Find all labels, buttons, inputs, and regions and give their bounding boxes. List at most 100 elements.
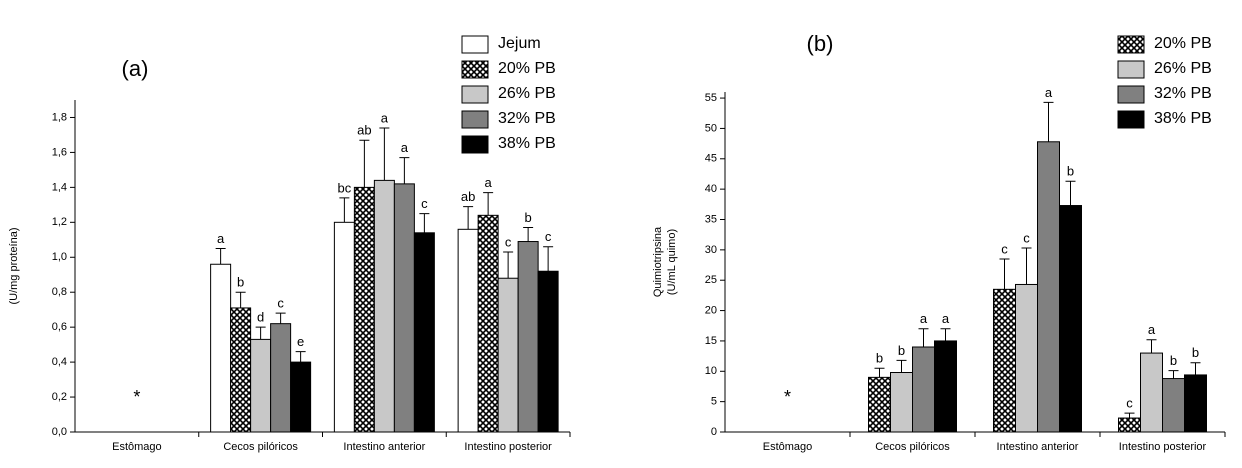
bar [457, 228, 479, 433]
significance-letter: c [505, 234, 512, 249]
error-bar [1124, 412, 1135, 419]
error-bar [1065, 180, 1076, 206]
y-tick-label: 20 [705, 304, 717, 316]
x-tick-label: Intestino posterior [464, 441, 552, 453]
y-tick-label: 1,0 [52, 251, 67, 263]
error-bar [255, 326, 266, 340]
error-bar [379, 127, 390, 181]
bar [477, 214, 499, 433]
chart-title: (b) [807, 31, 834, 56]
x-tick-label: Cecos pilóricos [875, 441, 950, 453]
bar [353, 186, 375, 433]
error-bar [543, 246, 554, 272]
y-axis-label: Quimiotripsina [652, 226, 664, 297]
error-bar [896, 359, 907, 373]
significance-letter: e [297, 334, 304, 349]
legend-swatch [461, 135, 489, 154]
annotation: * [784, 387, 791, 407]
bar [868, 376, 891, 433]
significance-letter: b [898, 343, 905, 358]
bar [1059, 205, 1082, 433]
y-tick-label: 0,6 [52, 321, 67, 333]
legend-label: 26% PB [1154, 60, 1212, 77]
y-tick-label: 10 [705, 365, 717, 377]
y-tick-label: 0,4 [52, 356, 67, 368]
y-tick-label: 1,6 [52, 146, 67, 158]
significance-letter: a [942, 311, 950, 326]
x-tick-label: Intestino posterior [1119, 441, 1207, 453]
error-bar [918, 328, 929, 347]
y-tick-label: 45 [705, 153, 717, 165]
x-tick-label: Intestino anterior [997, 441, 1079, 453]
bar [934, 340, 957, 433]
x-tick-label: Cecos pilóricos [223, 441, 298, 453]
significance-letter: c [1023, 230, 1030, 245]
significance-letter: a [381, 110, 389, 125]
bar [537, 270, 559, 433]
y-tick-label: 5 [711, 396, 717, 408]
error-bar [1021, 247, 1032, 285]
significance-letter: b [1192, 345, 1199, 360]
significance-letter: a [1045, 85, 1053, 100]
y-tick-label: 0 [711, 426, 717, 438]
significance-letter: bc [338, 180, 352, 195]
error-bar [339, 197, 350, 223]
bar [230, 307, 252, 433]
bar [413, 232, 435, 433]
error-bar [215, 248, 226, 265]
significance-letter: ab [461, 189, 475, 204]
error-bar [503, 251, 514, 279]
error-bar [523, 227, 534, 242]
chart-title: (a) [122, 56, 149, 81]
y-tick-label: 1,4 [52, 181, 67, 193]
legend-label: Jejum [498, 35, 541, 52]
error-bar [483, 192, 494, 216]
bar [1162, 378, 1185, 433]
error-bar [1146, 339, 1157, 354]
error-bar [235, 291, 246, 308]
error-bar [419, 213, 430, 233]
significance-letter: ab [357, 123, 371, 138]
error-bar [940, 328, 951, 341]
legend-swatch [461, 60, 489, 79]
legend-label: 20% PB [1154, 35, 1212, 52]
y-tick-label: 55 [705, 92, 717, 104]
y-tick-label: 0,2 [52, 391, 67, 403]
legend-label: 20% PB [498, 60, 556, 77]
significance-letter: a [401, 140, 409, 155]
bar [373, 179, 395, 433]
y-tick-label: 0,0 [52, 426, 67, 438]
legend-swatch [461, 35, 489, 54]
error-bar [275, 312, 286, 324]
legend-swatch [1117, 85, 1145, 104]
legend-label: 38% PB [498, 135, 556, 152]
legend-swatch [461, 110, 489, 129]
bar [393, 183, 415, 433]
significance-letter: b [525, 210, 532, 225]
legend-label: 26% PB [498, 85, 556, 102]
significance-letter: b [1067, 164, 1074, 179]
bar [497, 277, 519, 433]
significance-letter: c [545, 229, 552, 244]
significance-letter: c [277, 296, 284, 311]
y-axis-label: (U/mg proteína) [8, 227, 20, 304]
significance-letter: c [421, 196, 428, 211]
error-bar [1043, 101, 1054, 142]
error-bar [399, 157, 410, 184]
x-tick-label: Estômago [763, 441, 813, 453]
bar [210, 263, 232, 433]
x-tick-label: Intestino anterior [343, 441, 425, 453]
bar [1140, 352, 1163, 433]
y-tick-label: 25 [705, 274, 717, 286]
bar [912, 346, 935, 433]
error-bar [359, 139, 370, 188]
significance-letter: b [237, 275, 244, 290]
legend-label: 38% PB [1154, 110, 1212, 127]
legend-label: 32% PB [498, 110, 556, 127]
significance-letter: b [876, 351, 883, 366]
y-tick-label: 50 [705, 122, 717, 134]
legend-swatch [461, 85, 489, 104]
error-bar [999, 258, 1010, 290]
bar [517, 241, 539, 433]
